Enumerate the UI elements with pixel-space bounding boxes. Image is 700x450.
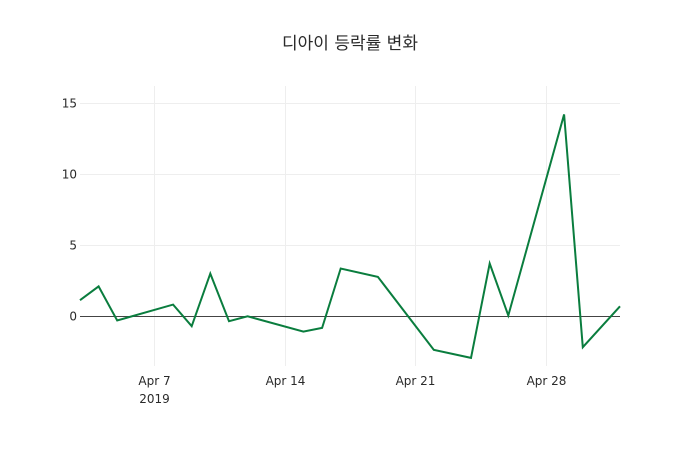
y-tick-label: 15	[62, 97, 77, 111]
x-tick-label: Apr 7	[138, 374, 170, 388]
y-axis: 0 5 10 15	[62, 97, 77, 324]
y-tick-label: 10	[62, 168, 77, 182]
x-tick-label: Apr 28	[527, 374, 567, 388]
x-tick-label: Apr 14	[266, 374, 306, 388]
x-tick-year-label: 2019	[139, 392, 170, 406]
y-tick-label: 0	[69, 310, 77, 324]
plot-area[interactable]	[79, 114, 621, 360]
series-line[interactable]	[79, 114, 621, 360]
x-axis: Apr 7 2019 Apr 14 Apr 21 Apr 28	[138, 374, 566, 406]
y-tick-label: 5	[69, 239, 77, 253]
chart-title: 디아이 등락률 변화	[282, 34, 418, 54]
x-tick-label: Apr 21	[396, 374, 436, 388]
gridlines	[80, 86, 620, 366]
